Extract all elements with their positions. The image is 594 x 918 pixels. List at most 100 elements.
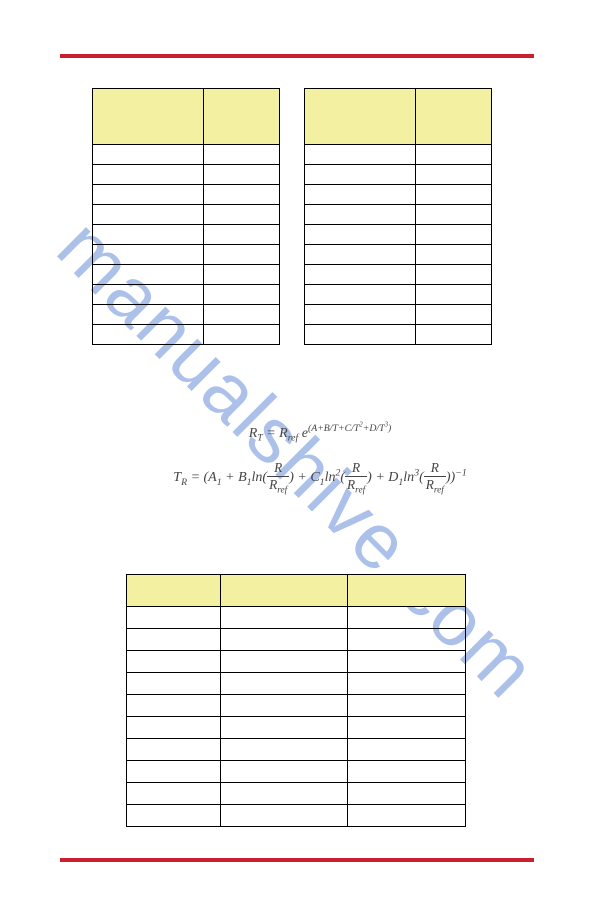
table-row bbox=[127, 695, 466, 717]
table-cell bbox=[220, 651, 348, 673]
table-row bbox=[305, 305, 492, 325]
table-row bbox=[127, 717, 466, 739]
table-cell bbox=[127, 673, 221, 695]
table-row bbox=[305, 205, 492, 225]
table-cell bbox=[127, 805, 221, 827]
table-cell bbox=[204, 245, 280, 265]
table-cell bbox=[93, 325, 204, 345]
formula-1: RT = Rref e(A+B/T+C/T2+D/T3) bbox=[120, 422, 520, 444]
table-cell bbox=[348, 607, 466, 629]
table-cell bbox=[348, 629, 466, 651]
table-cell bbox=[416, 165, 492, 185]
bottom-table-wrap bbox=[126, 574, 466, 827]
table-cell bbox=[93, 165, 204, 185]
table-bottom-header-2 bbox=[220, 575, 348, 607]
table-cell bbox=[204, 205, 280, 225]
table-cell bbox=[416, 205, 492, 225]
table-cell bbox=[93, 245, 204, 265]
table-cell bbox=[416, 305, 492, 325]
table-row bbox=[127, 651, 466, 673]
table-bottom-header-1 bbox=[127, 575, 221, 607]
table-left bbox=[92, 88, 280, 345]
table-row bbox=[93, 245, 280, 265]
page: manualshive.com RT = Rref e(A+B/T+C/T2+D… bbox=[0, 0, 594, 918]
table-row bbox=[305, 245, 492, 265]
table-cell bbox=[416, 325, 492, 345]
table-row bbox=[305, 325, 492, 345]
table-row bbox=[93, 225, 280, 245]
table-cell bbox=[127, 695, 221, 717]
table-cell bbox=[93, 285, 204, 305]
table-cell bbox=[204, 225, 280, 245]
table-right bbox=[304, 88, 492, 345]
table-row bbox=[93, 285, 280, 305]
table-cell bbox=[127, 717, 221, 739]
table-cell bbox=[127, 629, 221, 651]
table-cell bbox=[204, 165, 280, 185]
top-tables-row bbox=[92, 88, 492, 345]
table-cell bbox=[220, 629, 348, 651]
table-row bbox=[305, 185, 492, 205]
table-cell bbox=[204, 185, 280, 205]
table-cell bbox=[93, 305, 204, 325]
table-cell bbox=[416, 265, 492, 285]
table-cell bbox=[127, 783, 221, 805]
table-row bbox=[305, 145, 492, 165]
table-cell bbox=[305, 225, 416, 245]
table-cell bbox=[348, 805, 466, 827]
table-row bbox=[127, 761, 466, 783]
table-cell bbox=[305, 285, 416, 305]
table-row bbox=[127, 739, 466, 761]
table-row bbox=[93, 165, 280, 185]
table-cell bbox=[416, 185, 492, 205]
table-cell bbox=[416, 245, 492, 265]
table-cell bbox=[93, 205, 204, 225]
table-cell bbox=[204, 265, 280, 285]
table-cell bbox=[305, 185, 416, 205]
table-cell bbox=[220, 783, 348, 805]
table-cell bbox=[305, 145, 416, 165]
table-row bbox=[93, 305, 280, 325]
table-cell bbox=[348, 761, 466, 783]
table-bottom-header-3 bbox=[348, 575, 466, 607]
table-cell bbox=[348, 695, 466, 717]
table-cell bbox=[348, 783, 466, 805]
table-cell bbox=[93, 185, 204, 205]
table-row bbox=[305, 285, 492, 305]
table-cell bbox=[348, 673, 466, 695]
table-cell bbox=[220, 673, 348, 695]
table-cell bbox=[305, 265, 416, 285]
table-cell bbox=[305, 245, 416, 265]
table-left-header-1 bbox=[93, 89, 204, 145]
table-cell bbox=[220, 805, 348, 827]
table-bottom-body bbox=[127, 607, 466, 827]
table-row bbox=[305, 225, 492, 245]
table-cell bbox=[416, 285, 492, 305]
table-cell bbox=[204, 305, 280, 325]
table-cell bbox=[416, 145, 492, 165]
table-row bbox=[93, 185, 280, 205]
table-cell bbox=[305, 305, 416, 325]
table-cell bbox=[220, 761, 348, 783]
table-cell bbox=[204, 325, 280, 345]
table-cell bbox=[348, 717, 466, 739]
table-row bbox=[127, 607, 466, 629]
table-cell bbox=[416, 225, 492, 245]
table-cell bbox=[204, 145, 280, 165]
table-row bbox=[93, 325, 280, 345]
table-row bbox=[305, 265, 492, 285]
table-row bbox=[127, 783, 466, 805]
table-cell bbox=[93, 225, 204, 245]
table-left-body bbox=[93, 145, 280, 345]
table-row bbox=[127, 629, 466, 651]
table-right-header-1 bbox=[305, 89, 416, 145]
table-cell bbox=[127, 739, 221, 761]
table-cell bbox=[305, 325, 416, 345]
top-rule bbox=[60, 54, 534, 58]
table-cell bbox=[348, 739, 466, 761]
table-left-header-2 bbox=[204, 89, 280, 145]
table-row bbox=[127, 805, 466, 827]
table-row bbox=[93, 205, 280, 225]
table-cell bbox=[93, 145, 204, 165]
table-right-header-2 bbox=[416, 89, 492, 145]
